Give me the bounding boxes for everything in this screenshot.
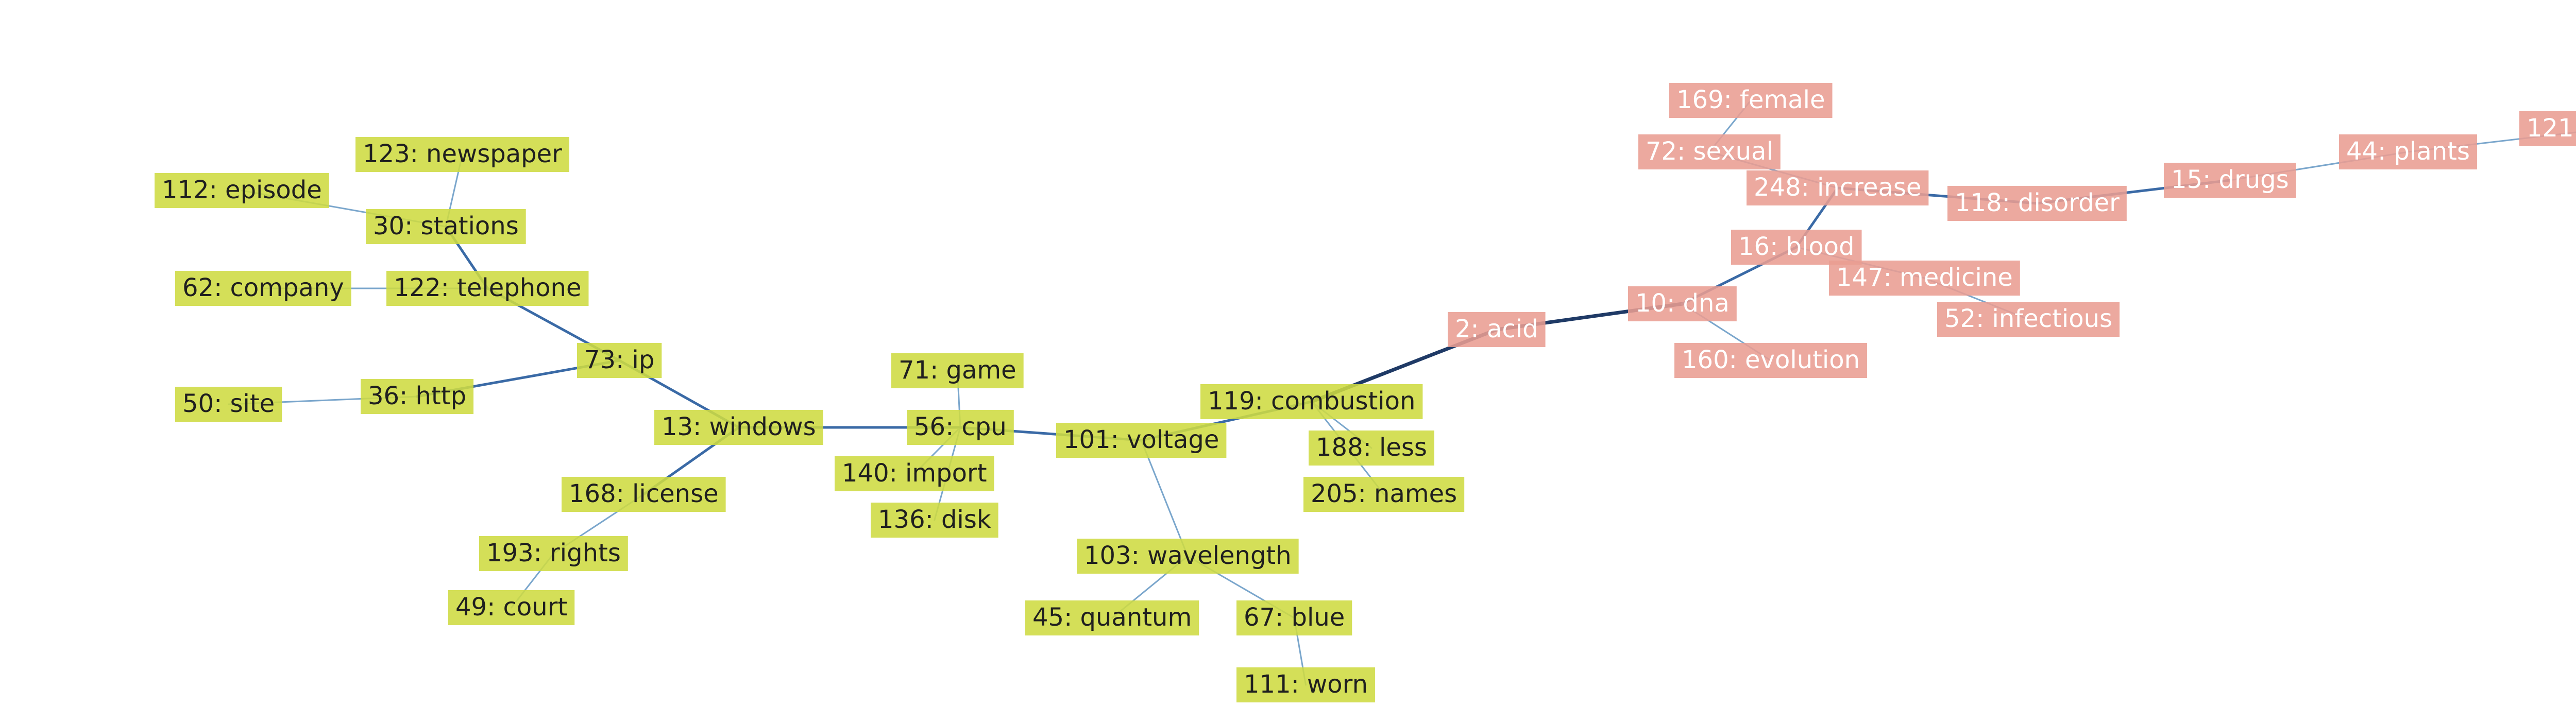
node-label: 56: cpu	[914, 412, 1007, 441]
graph-node: 30: stations	[366, 209, 526, 244]
graph-node: 67: blue	[1236, 600, 1352, 635]
graph-node: 121: families	[2519, 111, 2576, 146]
graph-node: 248: increase	[1747, 170, 1928, 205]
graph-node: 160: evolution	[1674, 343, 1867, 378]
node-label: 71: game	[899, 356, 1016, 385]
node-label: 169: female	[1676, 85, 1825, 114]
graph-node: 36: http	[361, 379, 473, 414]
graph-node: 147: medicine	[1829, 261, 2020, 296]
node-label: 112: episode	[162, 176, 322, 204]
graph-node: 140: import	[835, 456, 994, 491]
node-label: 45: quantum	[1032, 603, 1192, 632]
graph-node: 111: worn	[1236, 667, 1375, 702]
node-label: 188: less	[1316, 433, 1427, 462]
node-label: 205: names	[1311, 479, 1457, 508]
network-graph: 123: newspaper 112: episode 30: stations 62…	[0, 0, 2576, 723]
node-label: 168: license	[569, 479, 719, 508]
graph-node: 101: voltage	[1056, 423, 1226, 458]
graph-node: 50: site	[175, 387, 282, 422]
node-label: 2: acid	[1455, 315, 1538, 343]
node-label: 36: http	[368, 382, 466, 410]
graph-node: 168: license	[562, 477, 726, 512]
graph-node: 112: episode	[155, 173, 329, 208]
node-label: 123: newspaper	[363, 140, 562, 168]
node-label: 13: windows	[662, 412, 816, 441]
graph-node: 13: windows	[654, 410, 823, 445]
node-label: 62: company	[182, 273, 344, 302]
graph-node: 136: disk	[871, 503, 998, 538]
graph-node: 71: game	[891, 353, 1024, 388]
node-label: 44: plants	[2346, 137, 2470, 166]
node-label: 111: worn	[1244, 670, 1368, 699]
node-label: 52: infectious	[1944, 304, 2112, 333]
node-label: 140: import	[842, 459, 987, 488]
graph-node: 45: quantum	[1025, 600, 1199, 635]
graph-node: 205: names	[1303, 477, 1464, 512]
graph-node: 118: disorder	[1947, 186, 2127, 221]
node-label: 118: disorder	[1955, 188, 2120, 217]
graph-node: 44: plants	[2339, 134, 2477, 169]
node-label: 72: sexual	[1646, 137, 1773, 166]
node-label: 16: blood	[1738, 232, 1855, 261]
graph-node: 73: ip	[577, 343, 662, 378]
node-label: 101: voltage	[1063, 425, 1219, 454]
node-label: 193: rights	[486, 539, 621, 567]
graph-node: 56: cpu	[907, 410, 1014, 445]
graph-node: 52: infectious	[1937, 302, 2120, 337]
graph-node: 62: company	[175, 271, 351, 306]
node-label: 15: drugs	[2171, 165, 2289, 194]
node-label: 73: ip	[584, 346, 654, 374]
graph-node: 188: less	[1309, 431, 1434, 466]
node-label: 136: disk	[878, 505, 991, 534]
node-label: 160: evolution	[1682, 346, 1860, 374]
node-label: 248: increase	[1754, 173, 1921, 202]
graph-node: 15: drugs	[2164, 163, 2296, 198]
graph-node: 122: telephone	[386, 271, 588, 306]
node-label: 121: families	[2527, 114, 2576, 143]
graph-node: 72: sexual	[1638, 134, 1781, 169]
graph-node: 16: blood	[1731, 230, 1862, 265]
graph-node: 2: acid	[1448, 312, 1546, 347]
node-label: 122: telephone	[394, 273, 581, 302]
graph-node: 119: combustion	[1200, 384, 1422, 419]
graph-node: 123: newspaper	[355, 137, 569, 172]
node-label: 119: combustion	[1208, 387, 1415, 416]
graph-node: 49: court	[448, 590, 574, 625]
node-label: 103: wavelength	[1084, 541, 1292, 570]
node-label: 67: blue	[1244, 603, 1345, 632]
graph-node: 103: wavelength	[1077, 539, 1299, 574]
nodes-layer: 123: newspaper 112: episode 30: stations 62…	[155, 83, 2576, 702]
graph-node: 10: dna	[1628, 286, 1737, 321]
node-label: 49: court	[455, 593, 567, 622]
node-label: 147: medicine	[1836, 263, 2013, 292]
node-label: 30: stations	[373, 212, 519, 240]
graph-node: 169: female	[1669, 83, 1833, 118]
node-label: 10: dna	[1635, 289, 1730, 318]
node-label: 50: site	[182, 389, 275, 418]
graph-node: 193: rights	[479, 536, 628, 571]
